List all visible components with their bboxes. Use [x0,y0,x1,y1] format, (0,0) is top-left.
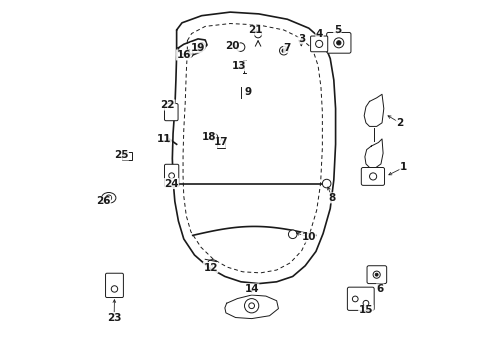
FancyBboxPatch shape [217,137,225,148]
Text: 23: 23 [107,312,121,323]
Circle shape [369,173,376,180]
Circle shape [187,52,190,56]
Circle shape [282,49,285,53]
Text: 18: 18 [201,132,216,142]
Text: 17: 17 [214,138,228,148]
Text: 25: 25 [114,150,128,160]
FancyBboxPatch shape [346,287,373,310]
Circle shape [363,300,368,306]
Circle shape [200,45,203,49]
FancyBboxPatch shape [164,164,179,187]
Text: 26: 26 [96,197,110,206]
Circle shape [236,43,244,51]
Circle shape [288,230,296,239]
FancyBboxPatch shape [164,104,178,121]
Text: 21: 21 [247,25,262,35]
Circle shape [106,195,111,201]
FancyBboxPatch shape [361,167,384,185]
Circle shape [111,286,118,292]
Circle shape [197,43,205,51]
Text: 22: 22 [160,100,175,110]
Text: 5: 5 [333,25,340,35]
Circle shape [168,173,174,179]
Text: 12: 12 [203,262,217,273]
Circle shape [372,271,380,278]
Circle shape [254,31,261,38]
Text: 19: 19 [190,43,205,53]
Text: 9: 9 [244,87,251,98]
FancyBboxPatch shape [326,32,350,53]
Text: 13: 13 [231,61,246,71]
Text: 1: 1 [399,162,406,172]
Circle shape [185,50,193,58]
Circle shape [336,41,340,45]
Text: 4: 4 [315,28,323,39]
Text: 7: 7 [283,43,290,53]
Circle shape [248,303,254,309]
Text: 6: 6 [376,284,383,294]
Text: 11: 11 [157,134,171,144]
Text: 8: 8 [328,193,335,203]
Ellipse shape [102,193,116,203]
FancyBboxPatch shape [105,273,123,297]
FancyBboxPatch shape [310,36,327,52]
Circle shape [210,134,217,141]
Text: 24: 24 [163,179,178,189]
Text: 14: 14 [244,284,259,294]
FancyBboxPatch shape [366,266,386,284]
Circle shape [352,296,357,302]
Circle shape [315,40,322,48]
FancyBboxPatch shape [122,152,132,160]
Circle shape [279,46,287,55]
Circle shape [322,179,330,188]
Text: 3: 3 [297,34,305,44]
Text: 15: 15 [358,305,372,315]
Text: 16: 16 [176,50,191,60]
Text: 20: 20 [224,41,239,51]
Circle shape [333,38,343,48]
Text: 2: 2 [395,118,403,128]
Text: 10: 10 [301,232,315,242]
Circle shape [374,273,377,276]
Circle shape [244,298,258,313]
